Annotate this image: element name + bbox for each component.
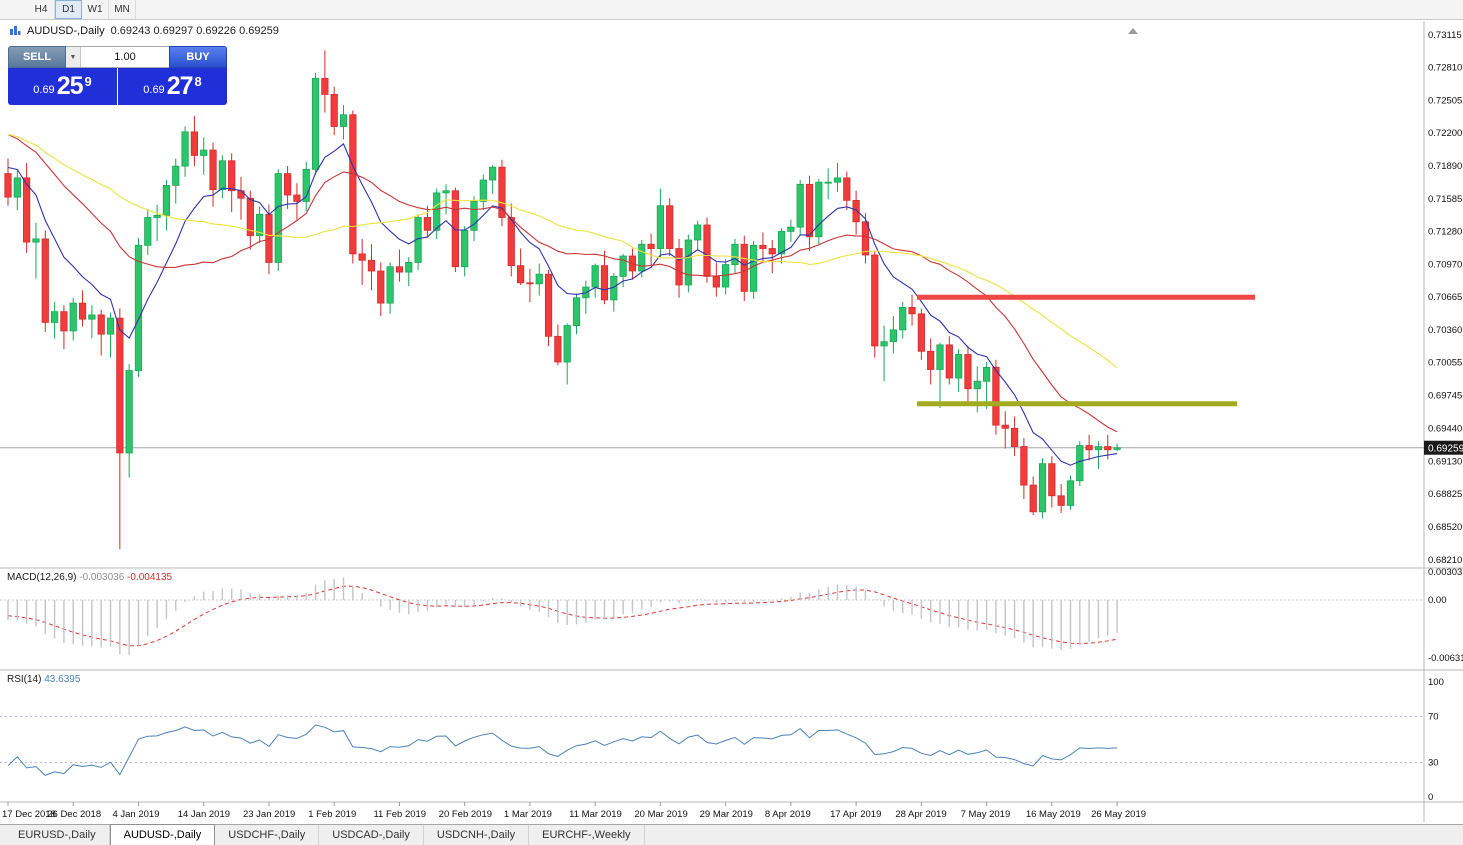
svg-text:0.68210: 0.68210 <box>1428 555 1462 566</box>
svg-text:0.72200: 0.72200 <box>1428 128 1462 139</box>
symbol-tab-bar: EURUSD-,Daily AUDUSD-,Daily USDCHF-,Dail… <box>0 824 1463 845</box>
sell-price-big: 25 <box>56 72 84 100</box>
svg-text:0.69130: 0.69130 <box>1428 457 1462 468</box>
svg-text:0.003035: 0.003035 <box>1428 567 1463 578</box>
svg-text:0.70360: 0.70360 <box>1428 325 1462 336</box>
buy-price-button[interactable]: 0.69 27 8 <box>118 68 227 105</box>
svg-text:0.69259: 0.69259 <box>1428 444 1463 455</box>
slow-ma <box>7 133 1118 369</box>
svg-text:0: 0 <box>1428 792 1433 803</box>
svg-text:17 Dec 2018: 17 Dec 2018 <box>2 809 56 820</box>
tab-audusd-daily[interactable]: AUDUSD-,Daily <box>109 824 216 845</box>
svg-text:26 Dec 2018: 26 Dec 2018 <box>47 809 101 820</box>
sell-price-prefix: 0.69 <box>33 83 55 96</box>
rsi-line <box>7 724 1118 776</box>
timeframe-button-h4[interactable]: H4 <box>28 0 55 19</box>
rsi-panel[interactable]: 100 70 30 0 RSI(14) 43.6395 <box>0 674 1444 803</box>
buy-button[interactable]: BUY <box>169 46 227 68</box>
timeframe-button-w1[interactable]: W1 <box>82 0 109 19</box>
price-axis[interactable]: 0.73115 0.72810 0.72505 0.72200 0.71890 0.715… <box>1428 30 1462 566</box>
svg-text:11 Mar 2019: 11 Mar 2019 <box>569 809 622 820</box>
svg-text:0.68520: 0.68520 <box>1428 522 1462 533</box>
one-click-trading-panel: SELL ▼ BUY 0.69 25 9 0.69 27 8 <box>8 46 227 105</box>
panel-separators <box>0 21 1463 822</box>
macd-label: MACD(12,26,9) -0.003036 -0.004135 <box>7 572 173 583</box>
rsi-label: RSI(14) 43.6395 <box>7 674 81 685</box>
volume-input[interactable] <box>81 47 169 67</box>
volume-field: ▼ <box>66 46 169 68</box>
svg-text:20 Mar 2019: 20 Mar 2019 <box>634 809 687 820</box>
svg-text:-0.006311: -0.006311 <box>1428 653 1463 664</box>
tab-usdcnh-daily[interactable]: USDCNH-,Daily <box>424 825 530 845</box>
timeframe-toolbar: H4 D1 W1 MN <box>0 0 1463 20</box>
candles[interactable] <box>4 50 1121 550</box>
svg-text:20 Feb 2019: 20 Feb 2019 <box>439 809 492 820</box>
svg-text:17 Apr 2019: 17 Apr 2019 <box>830 809 881 820</box>
svg-text:4 Jan 2019: 4 Jan 2019 <box>112 809 159 820</box>
svg-text:11 Feb 2019: 11 Feb 2019 <box>373 809 426 820</box>
sell-price-button[interactable]: 0.69 25 9 <box>8 68 117 105</box>
fast-ma <box>7 143 1118 466</box>
tab-eurusd-daily[interactable]: EURUSD-,Daily <box>5 825 110 845</box>
chart-symbol-period: AUDUSD-,Daily <box>27 25 105 37</box>
svg-text:0.71890: 0.71890 <box>1428 161 1462 172</box>
svg-text:0.68825: 0.68825 <box>1428 489 1462 500</box>
sell-price-pip: 9 <box>84 73 92 89</box>
tab-usdcad-daily[interactable]: USDCAD-,Daily <box>319 825 424 845</box>
svg-text:7 May 2019: 7 May 2019 <box>961 809 1011 820</box>
chevron-down-icon[interactable]: ▼ <box>66 47 81 67</box>
buy-price-big: 27 <box>166 72 194 100</box>
svg-text:0.70055: 0.70055 <box>1428 358 1462 369</box>
svg-text:0.72810: 0.72810 <box>1428 63 1462 74</box>
svg-text:8 Apr 2019: 8 Apr 2019 <box>765 809 811 820</box>
svg-text:0.70970: 0.70970 <box>1428 260 1462 271</box>
moving-averages <box>7 133 1118 466</box>
svg-text:70: 70 <box>1428 712 1439 723</box>
macd-signal-line <box>7 585 1118 647</box>
macd-histogram <box>7 577 1118 655</box>
chart-ohlc-values: 0.69243 0.69297 0.69226 0.69259 <box>110 25 279 37</box>
timeframe-button-mn[interactable]: MN <box>109 0 136 19</box>
current-price-badge: 0.69259 <box>1424 440 1463 455</box>
tab-usdchf-daily[interactable]: USDCHF-,Daily <box>215 825 320 845</box>
svg-text:0.71585: 0.71585 <box>1428 194 1462 205</box>
svg-text:0.69745: 0.69745 <box>1428 391 1462 402</box>
buy-price-prefix: 0.69 <box>143 83 165 96</box>
svg-text:1 Mar 2019: 1 Mar 2019 <box>504 809 552 820</box>
sell-button[interactable]: SELL <box>8 46 66 68</box>
svg-text:28 Apr 2019: 28 Apr 2019 <box>895 809 946 820</box>
svg-text:23 Jan 2019: 23 Jan 2019 <box>243 809 295 820</box>
mid-ma <box>7 134 1118 433</box>
timeframe-button-d1[interactable]: D1 <box>55 0 82 19</box>
svg-text:14 Jan 2019: 14 Jan 2019 <box>178 809 230 820</box>
svg-text:100: 100 <box>1428 677 1444 688</box>
drawn-objects[interactable] <box>917 294 1255 407</box>
chevron-up-icon[interactable] <box>1128 28 1138 34</box>
svg-text:1 Feb 2019: 1 Feb 2019 <box>308 809 356 820</box>
buy-price-pip: 8 <box>194 73 202 89</box>
tab-eurchf-weekly[interactable]: EURCHF-,Weekly <box>529 825 645 845</box>
chart-icon <box>9 25 21 37</box>
svg-text:26 May 2019: 26 May 2019 <box>1091 809 1146 820</box>
macd-panel[interactable]: 0.003035 0.00 -0.006311 MACD(12,26,9) -0.00… <box>0 567 1463 664</box>
svg-text:0.73115: 0.73115 <box>1428 30 1462 41</box>
svg-text:29 Mar 2019: 29 Mar 2019 <box>700 809 753 820</box>
svg-text:0.00: 0.00 <box>1428 595 1447 606</box>
svg-text:0.70665: 0.70665 <box>1428 292 1462 303</box>
svg-text:30: 30 <box>1428 758 1439 769</box>
svg-text:16 May 2019: 16 May 2019 <box>1026 809 1081 820</box>
svg-text:0.72505: 0.72505 <box>1428 95 1462 106</box>
svg-text:0.71280: 0.71280 <box>1428 226 1462 237</box>
chart-window-title: AUDUSD-,Daily 0.69243 0.69297 0.69226 0.… <box>9 25 279 37</box>
svg-text:0.69440: 0.69440 <box>1428 423 1462 434</box>
